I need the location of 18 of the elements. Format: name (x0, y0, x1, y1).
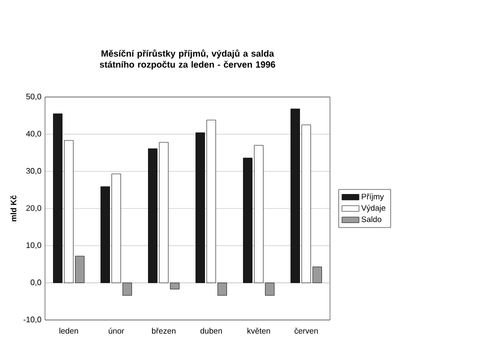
x-tick-label: leden (60, 328, 78, 334)
y-axis-title: mld Kč (10, 195, 16, 222)
chart-title: Měsíční přírůstky příjmů, výdajů a salda státního rozpočtu za leden - červen 1996 (100, 49, 276, 70)
x-tick-label: únor (108, 328, 124, 334)
y-tick-label: 0,0 (30, 280, 42, 286)
y-tick-label: 40,0 (26, 130, 42, 138)
y-tick-label: 10,0 (26, 242, 42, 249)
y-tick-label: 20,0 (26, 205, 42, 212)
legend-label: Saldo (362, 216, 382, 222)
y-tick-label: 50,0 (26, 94, 42, 100)
x-tick-label: květen (247, 328, 270, 334)
legend-label: Výdaje (361, 204, 386, 212)
x-tick-label: březen (152, 328, 176, 334)
y-tick-label: -10,0 (24, 316, 42, 324)
y-tick-label: 30,0 (26, 168, 42, 175)
x-tick-label: duben (200, 328, 222, 334)
legend-label: Příjmy (362, 193, 384, 202)
x-tick-label: červen (294, 328, 318, 334)
